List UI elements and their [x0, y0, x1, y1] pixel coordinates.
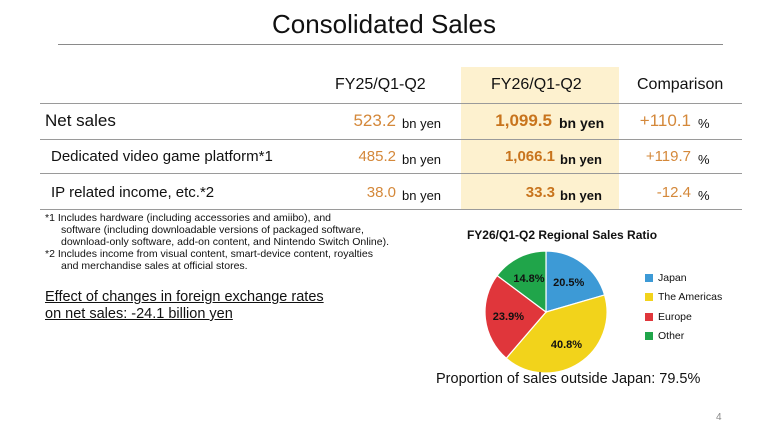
- pie-label-other: 14.8%: [513, 273, 544, 285]
- footnote-line: download-only software, add-on content, …: [61, 236, 390, 248]
- footnote-line: *2 Includes income from visual content, …: [45, 248, 373, 260]
- fx-note-line: Effect of changes in foreign exchange ra…: [45, 289, 324, 305]
- pie-label-europe: 23.9%: [493, 311, 524, 323]
- legend-item-americas: The Americas: [645, 291, 722, 303]
- fy25-unit: bn yen: [402, 152, 442, 167]
- header-fy26: FY26/Q1-Q2: [491, 76, 582, 93]
- legend-label: Other: [658, 330, 685, 342]
- legend-label: Japan: [658, 272, 687, 284]
- legend-swatch: [645, 332, 653, 340]
- legend-label: Europe: [658, 311, 692, 323]
- pie-slice-other: [496, 250, 547, 314]
- pie-label-japan: 20.5%: [553, 277, 584, 289]
- fx-note-line: on net sales: -24.1 billion yen: [45, 306, 233, 322]
- fy25-value: 523.2: [353, 111, 396, 130]
- comparison-unit: %: [698, 188, 710, 203]
- table-rule-top: [40, 103, 742, 104]
- page-title: Consolidated Sales: [271, 9, 497, 39]
- fy25-value: 38.0: [366, 184, 396, 201]
- footnote-line: software (including downloadable version…: [61, 224, 364, 236]
- legend-swatch: [645, 274, 653, 282]
- table-rule: [40, 139, 742, 140]
- chart-title: FY26/Q1-Q2 Regional Sales Ratio: [466, 228, 658, 242]
- table-rule: [40, 173, 742, 174]
- fy25-value: 485.2: [358, 148, 396, 165]
- fy26-column-highlight: [461, 67, 619, 209]
- pie-label-americas: 40.8%: [551, 339, 582, 351]
- proportion-outside-japan: Proportion of sales outside Japan: 79.5%: [436, 371, 701, 387]
- fy25-unit: bn yen: [402, 188, 442, 203]
- fy25-unit: bn yen: [402, 116, 442, 131]
- legend-swatch: [645, 313, 653, 321]
- comparison-unit: %: [698, 152, 710, 167]
- legend-label: The Americas: [658, 291, 723, 303]
- row-label: Net sales: [45, 111, 116, 130]
- fy26-unit: bn yen: [560, 188, 602, 203]
- pie-slice-japan: [545, 250, 606, 313]
- fy26-unit: bn yen: [559, 115, 605, 131]
- comparison-value: +110.1: [639, 111, 691, 130]
- page-number: 4: [716, 412, 722, 423]
- pie-slice-europe: [484, 274, 547, 360]
- fy26-value: 1,066.1: [504, 148, 555, 165]
- comparison-unit: %: [698, 116, 710, 131]
- row-label: Dedicated video game platform*1: [51, 148, 273, 165]
- legend-item-japan: Japan: [645, 272, 687, 284]
- header-fy25: FY25/Q1-Q2: [335, 76, 426, 93]
- fy26-value: 33.3: [525, 184, 555, 201]
- legend-item-other: Other: [645, 330, 684, 342]
- table-rule-bottom: [40, 209, 742, 210]
- legend-item-europe: Europe: [645, 311, 692, 323]
- header-comparison: Comparison: [637, 76, 724, 93]
- fy26-value: 1,099.5: [495, 111, 552, 130]
- comparison-value: +119.7: [645, 148, 691, 165]
- comparison-value: -12.4: [656, 184, 691, 201]
- fy26-unit: bn yen: [560, 152, 602, 167]
- title-divider: [58, 44, 723, 45]
- footnote-line: and merchandise sales at official stores…: [61, 260, 248, 272]
- row-label: IP related income, etc.*2: [51, 184, 215, 201]
- pie-slice-americas: [505, 294, 608, 374]
- legend-swatch: [645, 293, 653, 301]
- footnote-line: *1 Includes hardware (including accessor…: [45, 212, 331, 224]
